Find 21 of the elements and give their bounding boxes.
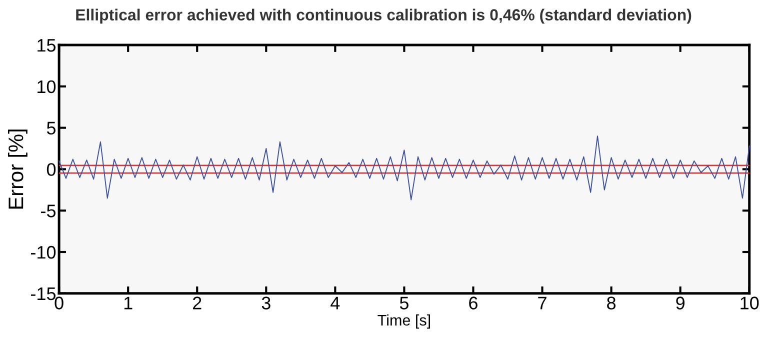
chart-title: Elliptical error achieved with continuous calibration is 0,46% (standard deviation) — [76, 8, 692, 24]
x-axis-title: Time [s] — [378, 314, 430, 329]
x-tick-label: 1 — [124, 296, 132, 310]
y-tick-label: 10 — [38, 80, 56, 94]
x-tick-label: 5 — [400, 296, 408, 310]
x-tick-label: 2 — [193, 296, 202, 310]
y-tick-label: 5 — [46, 122, 56, 135]
y-tick-label: 15 — [38, 39, 56, 52]
x-tick-label: 10 — [740, 296, 759, 310]
x-tick-label: 4 — [330, 296, 340, 310]
x-tick-label: 8 — [607, 296, 616, 310]
y-tick-label: 0 — [46, 163, 56, 176]
x-tick-label: 6 — [469, 296, 478, 310]
y-axis-title: Error [%] — [8, 130, 28, 209]
x-tick-label: 9 — [676, 296, 684, 310]
x-tick-label: 3 — [262, 296, 270, 310]
line-series — [58, 136, 750, 200]
x-tick-label: 7 — [538, 296, 546, 310]
y-tick-label: -5 — [41, 204, 56, 218]
y-tick-label: -10 — [30, 246, 56, 259]
y-tick-label: -15 — [30, 288, 56, 300]
